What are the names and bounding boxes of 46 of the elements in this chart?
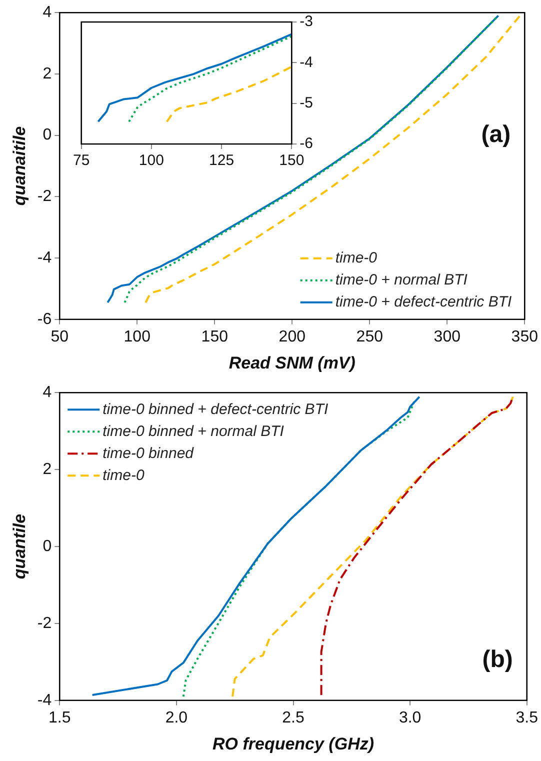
x-tick-label: 350 (511, 328, 538, 346)
y-tick-label: 4 (42, 384, 52, 402)
x-axis-title: Read SNM (mV) (228, 353, 356, 372)
x-tick-label: 3.5 (516, 709, 538, 726)
x-axis-title: RO frequency (GHz) (212, 734, 374, 754)
x-tick-label: 100 (138, 152, 164, 170)
line-series (128, 35, 292, 123)
x-tick-label: 300 (434, 328, 461, 346)
x-tick-label: 50 (50, 328, 69, 346)
y-tick-label: -4 (37, 692, 52, 709)
x-tick-label: 3.0 (398, 709, 422, 726)
x-tick-label: 100 (124, 328, 151, 346)
x-tick-label: 150 (201, 328, 228, 346)
y-tick-label: 0 (42, 126, 52, 144)
y-tick-label: 4 (42, 4, 52, 22)
legend-label: time-0 + normal BTI (335, 272, 468, 289)
legend-label: time-0 binned + defect-centric BTI (102, 400, 328, 418)
x-tick-label: 2.0 (165, 709, 188, 726)
y-tick-label: -4 (300, 54, 314, 71)
annotation: (a) (481, 120, 511, 148)
x-tick-label: 150 (279, 152, 304, 170)
y-tick-label: 0 (42, 538, 52, 555)
y-tick-label: -4 (37, 249, 52, 266)
legend-label: time-0 (102, 466, 145, 484)
x-tick-label: 250 (356, 328, 384, 346)
legend-label: time-0 + defect-centric BTI (335, 294, 512, 311)
x-tick-label: 75 (73, 152, 90, 170)
y-tick-label: -2 (37, 614, 52, 632)
x-tick-label: 125 (209, 152, 234, 170)
legend-label: time-0 binned + normal BTI (102, 422, 284, 440)
y-tick-label: 2 (42, 65, 52, 82)
x-tick-label: 2.5 (282, 709, 304, 726)
x-tick-label: 200 (278, 328, 306, 346)
y-tick-label: -3 (300, 13, 314, 30)
y-tick-label: -6 (300, 135, 314, 152)
line-series (166, 66, 292, 123)
y-tick-label: -2 (37, 188, 52, 206)
x-tick-label: 1.5 (48, 709, 71, 726)
y-tick-label: -6 (37, 310, 52, 328)
legend-label: time-0 (335, 250, 378, 267)
y-tick-label: -5 (300, 94, 314, 112)
y-tick-label: 2 (42, 460, 52, 478)
annotation: (b) (482, 646, 513, 674)
y-axis-title: quantile (10, 514, 29, 580)
legend-label: time-0 binned (102, 444, 194, 462)
y-axis-title: quanaitile (10, 126, 29, 206)
